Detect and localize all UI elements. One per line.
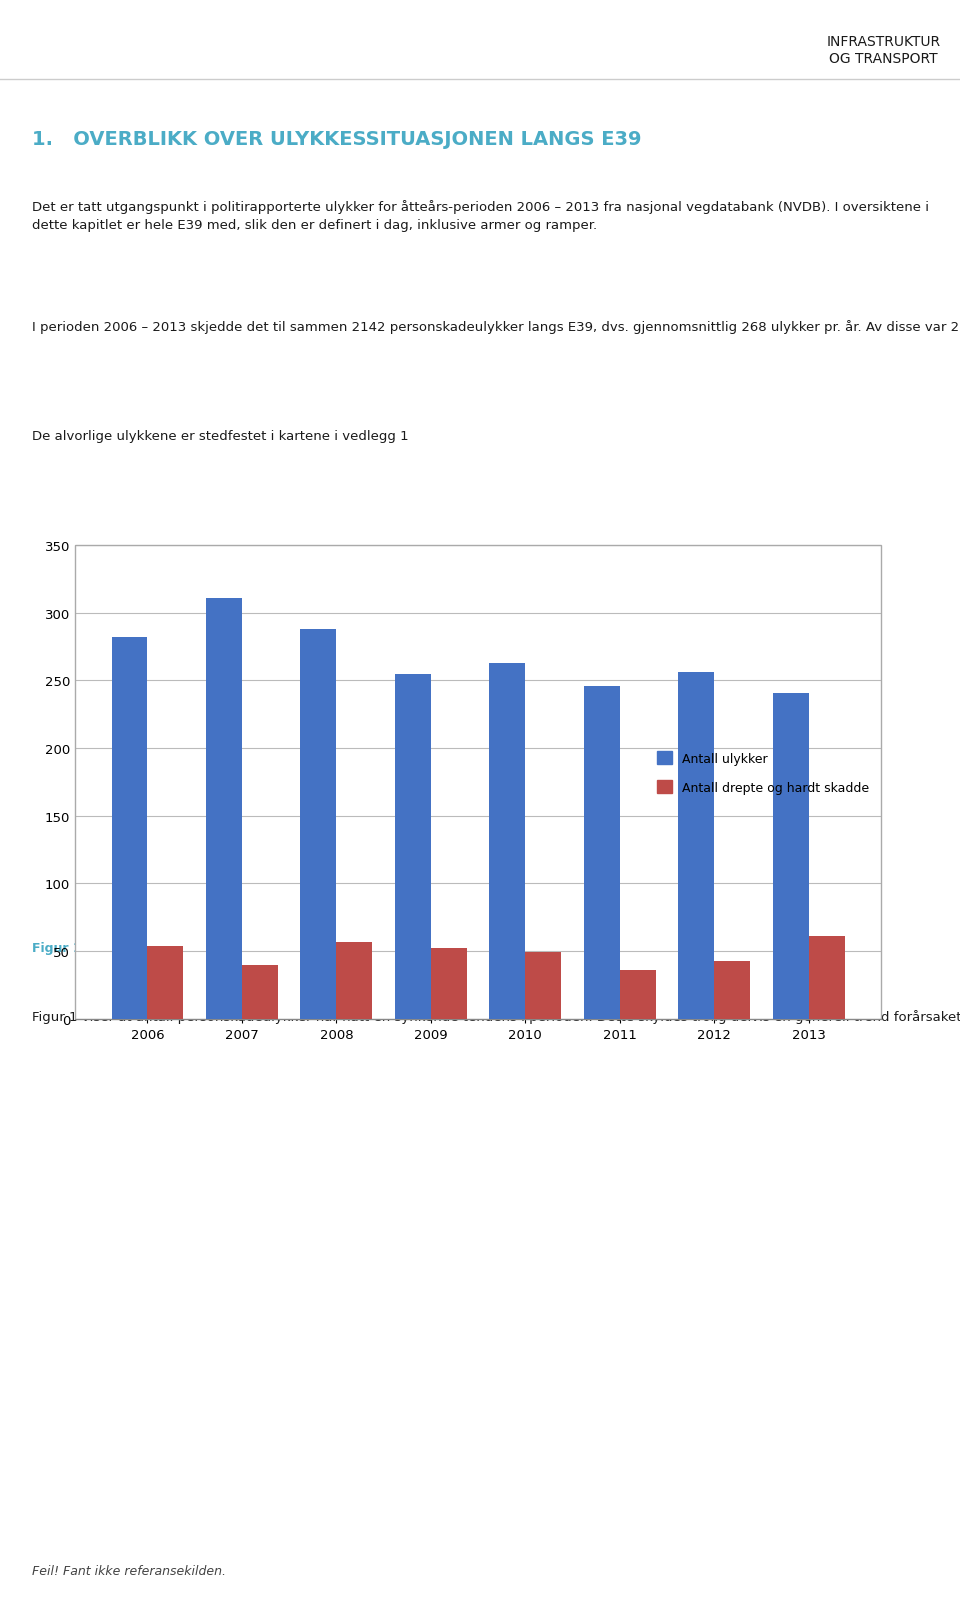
Bar <box>300 629 336 1019</box>
Text: 1.   OVERBLIKK OVER ULYKKESSITUASJONEN LANGS E39: 1. OVERBLIKK OVER ULYKKESSITUASJONEN LAN… <box>32 130 641 149</box>
Text: INFRASTRUKTUR
OG TRANSPORT: INFRASTRUKTUR OG TRANSPORT <box>827 35 941 66</box>
Bar <box>242 965 277 1019</box>
Legend: Antall ulykker, Antall drepte og hardt skadde: Antall ulykker, Antall drepte og hardt s… <box>651 746 875 801</box>
Bar <box>431 949 467 1019</box>
Bar <box>148 945 183 1019</box>
Bar <box>773 693 808 1019</box>
Text: Feil! Fant ikke referansekilden.: Feil! Fant ikke referansekilden. <box>32 1563 226 1578</box>
Text: RAMBOLL: RAMBOLL <box>40 29 161 48</box>
Bar <box>206 599 242 1019</box>
Bar <box>808 937 845 1019</box>
Bar <box>490 663 525 1019</box>
Text: I perioden 2006 – 2013 skjedde det til sammen 2142 personskadeulykker langs E39,: I perioden 2006 – 2013 skjedde det til s… <box>32 319 960 334</box>
Bar <box>75 546 881 1019</box>
Text: Figur 1 Antall ulykker og antall drepte og hardt skadde fordelt på år: Figur 1 Antall ulykker og antall drepte … <box>32 939 512 953</box>
Bar <box>679 672 714 1019</box>
Bar <box>584 687 620 1019</box>
Bar <box>111 637 148 1019</box>
Text: Figur 1 viser at antall personskadeulykker har hatt en synkende tendens i period: Figur 1 viser at antall personskadeulykk… <box>32 1010 960 1024</box>
Text: De alvorlige ulykkene er stedfestet i kartene i vedlegg 1: De alvorlige ulykkene er stedfestet i ka… <box>32 430 408 443</box>
Bar <box>620 971 656 1019</box>
Text: Det er tatt utgangspunkt i politirapporterte ulykker for åtteårs-perioden 2006 –: Det er tatt utgangspunkt i politirapport… <box>32 201 928 231</box>
Bar <box>395 674 431 1019</box>
Bar <box>714 961 750 1019</box>
Bar <box>336 942 372 1019</box>
Bar <box>525 953 562 1019</box>
